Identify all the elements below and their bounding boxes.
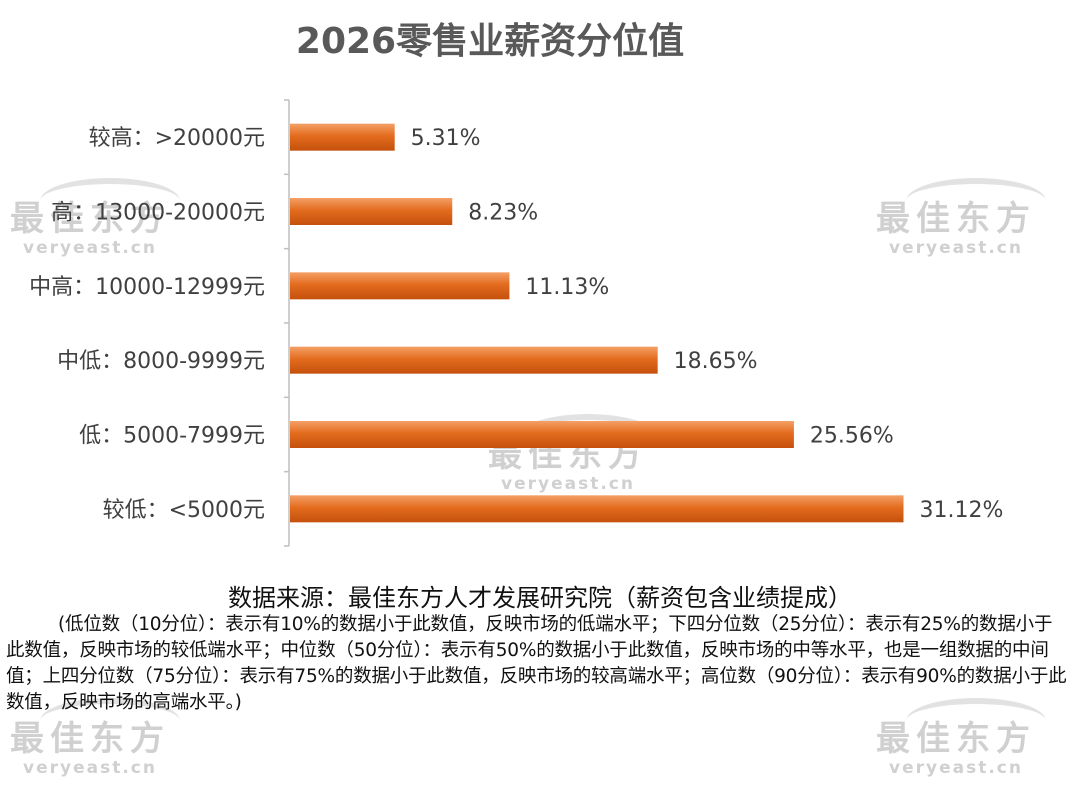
bar	[290, 272, 510, 300]
bar	[290, 123, 395, 151]
data-label: 18.65%	[674, 349, 758, 374]
data-label: 8.23%	[468, 201, 538, 226]
bar	[290, 421, 794, 448]
data-source: 数据来源：最佳东方人才发展研究院（薪资包含业绩提成）	[228, 584, 852, 612]
data-label: 31.12%	[920, 498, 1004, 523]
bar	[290, 198, 453, 225]
bar	[290, 495, 904, 523]
watermark: 最佳东方 veryeast.cn	[10, 698, 180, 778]
footnote: (低位数（10分位）：表示有10%的数据小于此数值，反映市场的低端水平；下四分位…	[6, 614, 1067, 713]
data-label: 11.13%	[525, 275, 609, 300]
category-label: 中低：8000-9999元	[57, 349, 265, 374]
watermark: 最佳东方 veryeast.cn	[876, 698, 1046, 778]
watermark-en: veryeast.cn	[889, 758, 1023, 778]
bar	[290, 346, 658, 374]
category-label: 低：5000-7999元	[79, 424, 265, 449]
chart-title: 2026零售业薪资分位值	[295, 21, 685, 62]
category-label: 中高：10000-12999元	[29, 275, 265, 300]
category-label: 较高：>20000元	[89, 126, 265, 151]
category-label: 较低：<5000元	[103, 498, 265, 523]
category-label: 高：13000-20000元	[51, 201, 265, 226]
watermark-en: veryeast.cn	[23, 758, 157, 778]
watermark-cn: 最佳东方	[10, 719, 170, 759]
data-label: 25.56%	[810, 424, 894, 449]
data-label: 5.31%	[411, 126, 481, 151]
bar-chart: 较高：>20000元高：13000-20000元中高：10000-12999元中…	[29, 99, 1004, 547]
watermark-cn: 最佳东方	[876, 719, 1036, 759]
